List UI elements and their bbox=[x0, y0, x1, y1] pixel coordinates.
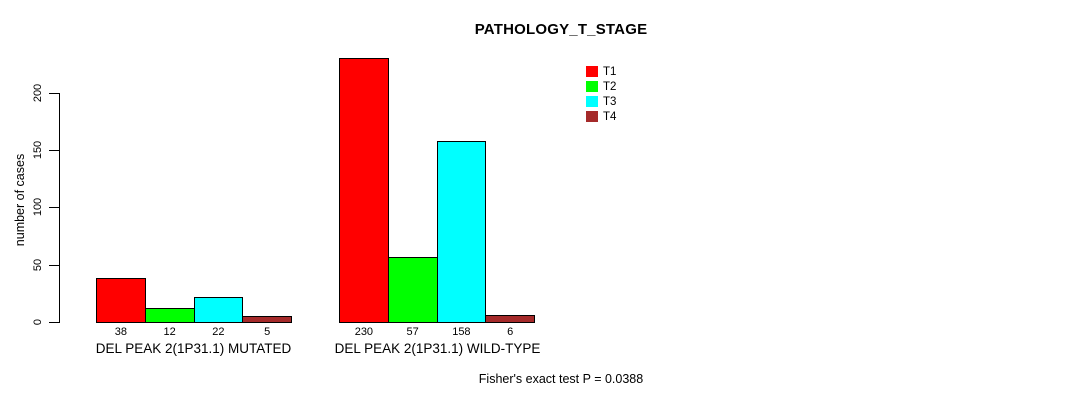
fisher-test-annotation: Fisher's exact test P = 0.0388 bbox=[478, 372, 644, 386]
y-tick-mark bbox=[49, 264, 59, 266]
y-tick-mark bbox=[49, 92, 59, 94]
y-tick-label: 0 bbox=[32, 318, 44, 326]
bar-value-label: 38 bbox=[114, 326, 127, 338]
legend-swatch-t2 bbox=[586, 81, 598, 92]
y-axis-label: number of cases bbox=[13, 153, 27, 247]
legend-row-t2: T2 bbox=[586, 79, 616, 94]
legend-row-t3: T3 bbox=[586, 94, 616, 109]
bar-value-label: 22 bbox=[212, 326, 225, 338]
y-tick-mark bbox=[49, 322, 59, 323]
bar-value-label: 5 bbox=[264, 326, 271, 338]
bar-t3-group1 bbox=[436, 140, 487, 323]
bar-t2-group0 bbox=[144, 308, 195, 323]
bar-value-label: 6 bbox=[507, 326, 514, 338]
legend-label-t2: T2 bbox=[603, 80, 617, 93]
bar-t4-group1 bbox=[485, 315, 535, 323]
bar-t1-group0 bbox=[96, 278, 146, 323]
legend-swatch-t1 bbox=[586, 66, 598, 77]
bar-t3-group0 bbox=[193, 296, 244, 323]
legend-label-t4: T4 bbox=[603, 110, 617, 123]
bar-t4-group0 bbox=[242, 316, 292, 323]
legend-label-t1: T1 bbox=[603, 65, 617, 78]
bar-value-label: 57 bbox=[406, 326, 419, 338]
bar-value-label: 12 bbox=[163, 326, 176, 338]
y-tick-label: 50 bbox=[32, 258, 44, 271]
bar-value-label: 230 bbox=[354, 326, 374, 338]
y-axis-line bbox=[59, 92, 60, 323]
bar-t1-group1 bbox=[339, 58, 389, 323]
y-tick-mark bbox=[49, 149, 59, 151]
bar-value-label: 158 bbox=[452, 326, 471, 338]
category-label-mutated: DEL PEAK 2(1P31.1) MUTATED bbox=[95, 341, 292, 356]
legend-swatch-t4 bbox=[586, 111, 598, 122]
chart-title: PATHOLOGY_T_STAGE bbox=[474, 21, 648, 38]
legend-swatch-t3 bbox=[586, 96, 598, 107]
y-tick-label: 150 bbox=[32, 140, 44, 160]
category-label-wild-type: DEL PEAK 2(1P31.1) WILD-TYPE bbox=[334, 341, 541, 356]
legend-label-t3: T3 bbox=[603, 95, 617, 108]
bar-t2-group1 bbox=[387, 256, 438, 323]
y-tick-label: 100 bbox=[32, 198, 44, 217]
y-tick-mark bbox=[49, 207, 59, 209]
legend-row-t4: T4 bbox=[586, 109, 616, 124]
legend: T1 T2 T3 T4 bbox=[586, 64, 616, 124]
legend-row-t1: T1 bbox=[586, 64, 616, 79]
y-tick-label: 200 bbox=[32, 83, 44, 102]
